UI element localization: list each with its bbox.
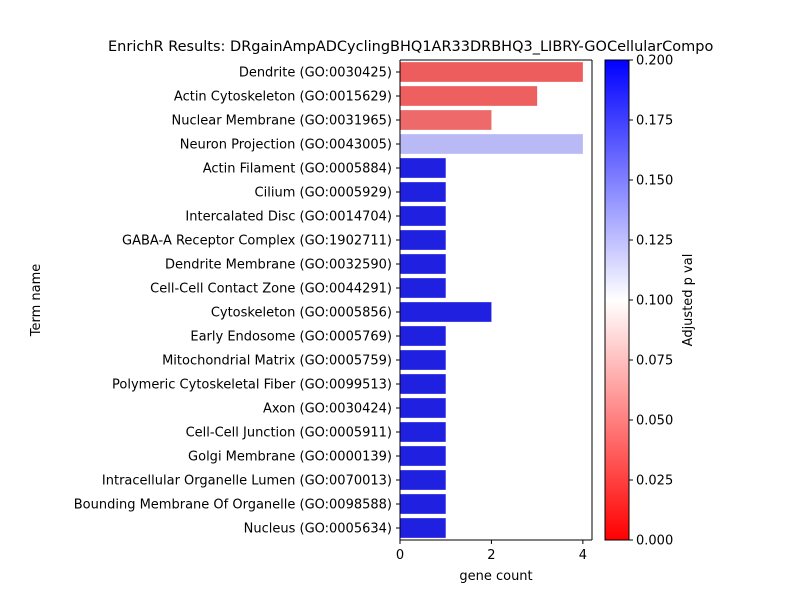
colorbar-tick-label: 0.125 bbox=[636, 234, 673, 249]
bar bbox=[400, 302, 492, 322]
colorbar-tick-label: 0.000 bbox=[636, 534, 673, 549]
bar bbox=[400, 62, 583, 82]
y-tick-label: GABA-A Receptor Complex (GO:1902711) bbox=[122, 234, 392, 249]
y-tick-label: Mitochondrial Matrix (GO:0005759) bbox=[162, 354, 392, 369]
y-tick-label: Cell-Cell Contact Zone (GO:0044291) bbox=[150, 282, 392, 297]
y-tick-label: Dendrite (GO:0030425) bbox=[239, 66, 392, 81]
y-tick-label: Polymeric Cytoskeletal Fiber (GO:0099513… bbox=[112, 378, 392, 393]
colorbar-tick-label: 0.100 bbox=[636, 294, 673, 309]
x-tick-label: 0 bbox=[396, 548, 404, 563]
y-tick-label: Neuron Projection (GO:0043005) bbox=[180, 138, 392, 153]
colorbar-tick-label: 0.175 bbox=[636, 114, 673, 129]
bar bbox=[400, 422, 446, 442]
colorbar-tick-label: 0.150 bbox=[636, 174, 673, 189]
y-tick-label: Golgi Membrane (GO:0000139) bbox=[188, 450, 392, 465]
y-tick-label: Intercalated Disc (GO:0014704) bbox=[185, 210, 392, 225]
y-axis-label: Term name bbox=[29, 264, 44, 338]
colorbar-tick-label: 0.075 bbox=[636, 354, 673, 369]
bar bbox=[400, 254, 446, 274]
bar bbox=[400, 518, 446, 538]
colorbar: 0.000 0.025 0.050 0.075 0.100 0.125 0.150 0.175… bbox=[604, 54, 696, 549]
y-tick-label: Intracellular Organelle Lumen (GO:007001… bbox=[102, 474, 392, 489]
bar bbox=[400, 110, 492, 130]
plot-area: Dendrite (GO:0030425) Actin Cytoskeleton … bbox=[74, 62, 587, 563]
y-tick-label: Actin Filament (GO:0005884) bbox=[203, 162, 392, 177]
x-axis-label: gene count bbox=[459, 569, 532, 584]
y-tick-label: Early Endosome (GO:0005769) bbox=[190, 330, 392, 345]
bar bbox=[400, 494, 446, 514]
x-tick-label: 4 bbox=[579, 548, 587, 563]
y-tick-label: Cell-Cell Junction (GO:0005911) bbox=[186, 426, 392, 441]
colorbar-label: Adjusted p val bbox=[681, 254, 696, 347]
y-tick-label: Axon (GO:0030424) bbox=[263, 402, 392, 417]
bar bbox=[400, 230, 446, 250]
plot-frame bbox=[399, 59, 593, 541]
bar bbox=[400, 134, 583, 154]
colorbar-gradient bbox=[604, 59, 630, 541]
bar bbox=[400, 470, 446, 490]
bar bbox=[400, 398, 446, 418]
y-tick-label: Nucleus (GO:0005634) bbox=[244, 522, 392, 537]
bar bbox=[400, 278, 446, 298]
y-tick-label: Nuclear Membrane (GO:0031965) bbox=[172, 114, 392, 129]
x-tick-label: 2 bbox=[487, 548, 495, 563]
y-tick-label: Cilium (GO:0005929) bbox=[255, 186, 392, 201]
bar bbox=[400, 326, 446, 346]
bar bbox=[400, 206, 446, 226]
y-tick-label: Actin Cytoskeleton (GO:0015629) bbox=[174, 90, 392, 105]
y-tick-label: Bounding Membrane Of Organelle (GO:00985… bbox=[74, 498, 392, 513]
colorbar-tick-label: 0.025 bbox=[636, 474, 673, 489]
y-tick-label: Cytoskeleton (GO:0005856) bbox=[211, 306, 392, 321]
y-tick-label: Dendrite Membrane (GO:0032590) bbox=[165, 258, 392, 273]
bar bbox=[400, 350, 446, 370]
colorbar-ticks: 0.000 0.025 0.050 0.075 0.100 0.125 0.150 0.175… bbox=[629, 54, 673, 549]
bar bbox=[400, 86, 538, 106]
bar bbox=[400, 374, 446, 394]
bar bbox=[400, 182, 446, 202]
colorbar-tick-label: 0.050 bbox=[636, 414, 673, 429]
bar bbox=[400, 446, 446, 466]
bar bbox=[400, 158, 446, 178]
chart-title: EnrichR Results: DRgainAmpADCyclingBHQ1A… bbox=[108, 39, 713, 55]
colorbar-tick-label: 0.200 bbox=[636, 54, 673, 69]
